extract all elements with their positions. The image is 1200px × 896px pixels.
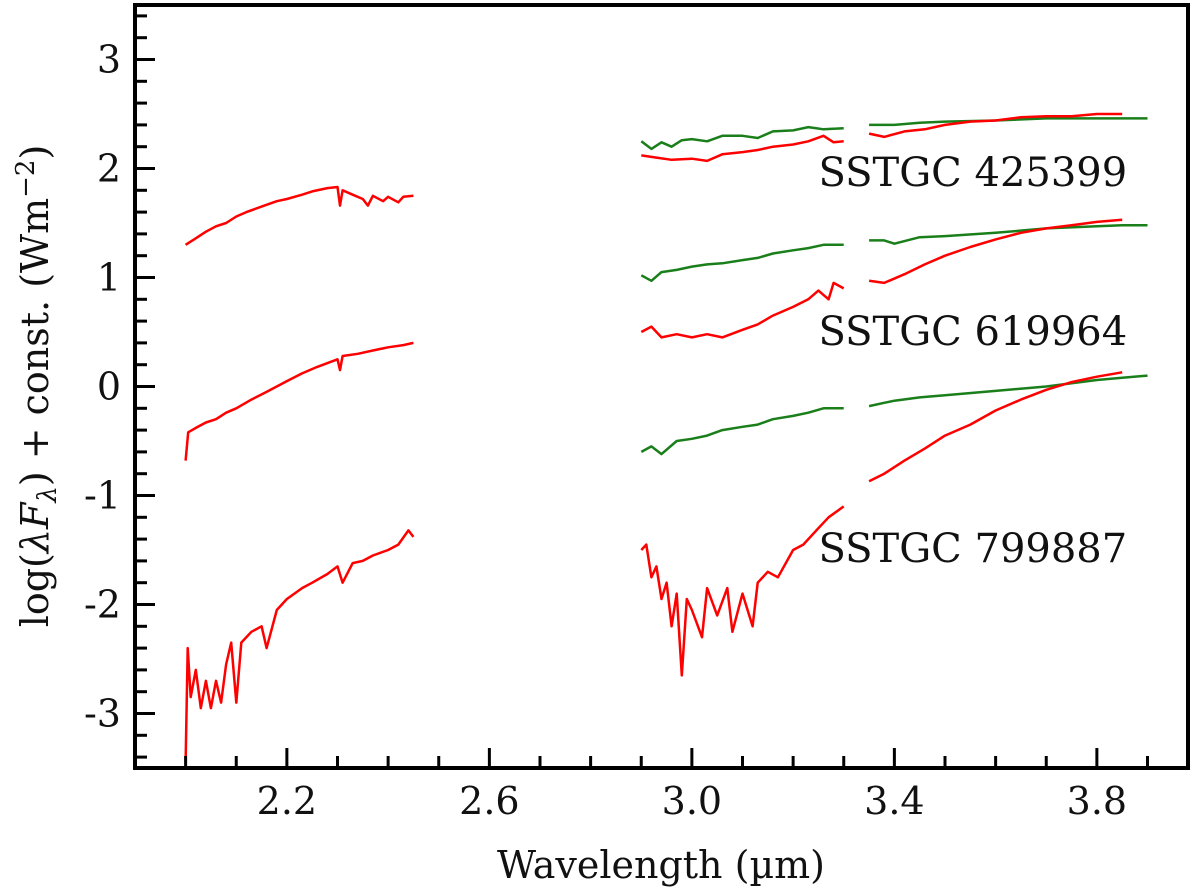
series-red-star3-segment1	[184, 529, 415, 763]
series-green-star2-segment1	[640, 243, 844, 283]
x-tick-label: 3.4	[864, 779, 924, 823]
y-tick-label: 2	[97, 147, 121, 191]
series-red-star1-segment1	[184, 185, 414, 246]
x-tick-label: 2.2	[257, 779, 317, 823]
x-axis-label: Wavelength (µm)	[497, 843, 825, 887]
y-tick-label: -1	[84, 474, 121, 518]
y-tick-label: 1	[97, 256, 121, 300]
series-green-star1-segment1	[640, 125, 844, 151]
plot-lines	[184, 112, 1148, 763]
star-label: SSTGC 799887	[818, 526, 1127, 572]
series-red-star2-segment2	[640, 281, 845, 339]
x-tick-label: 2.6	[459, 779, 519, 823]
series-red-star3-segment3	[868, 371, 1123, 483]
star-label: SSTGC 619964	[818, 309, 1127, 355]
star-label: SSTGC 425399	[818, 150, 1127, 196]
y-tick-label: 3	[97, 38, 121, 82]
star-labels: SSTGC 425399 SSTGC 619964 SSTGC 799887	[818, 150, 1127, 572]
series-green-star2-segment2	[869, 223, 1148, 245]
series-green-star3-segment2	[868, 374, 1148, 408]
y-tick-label: -3	[84, 692, 121, 736]
x-tick-label: 3.8	[1067, 779, 1127, 823]
ticks: 2.2 2.6 3.0 3.4 3.8 3 2 1 0 -1 -2 -3	[84, 14, 1149, 823]
series-red-star1-segment3	[868, 112, 1123, 139]
y-tick-label: -2	[84, 583, 121, 627]
series-green-star3-segment1	[640, 407, 844, 456]
y-axis-label: log(λFλ) + const. (Wm−2)	[11, 145, 63, 628]
x-tick-label: 3.0	[662, 779, 722, 823]
series-red-star2-segment1	[184, 341, 414, 461]
series-red-star2-segment3	[868, 218, 1123, 285]
series-red-star3-segment2	[640, 505, 845, 677]
series-red-star1-segment2	[641, 134, 844, 163]
y-tick-label: 0	[97, 365, 121, 409]
